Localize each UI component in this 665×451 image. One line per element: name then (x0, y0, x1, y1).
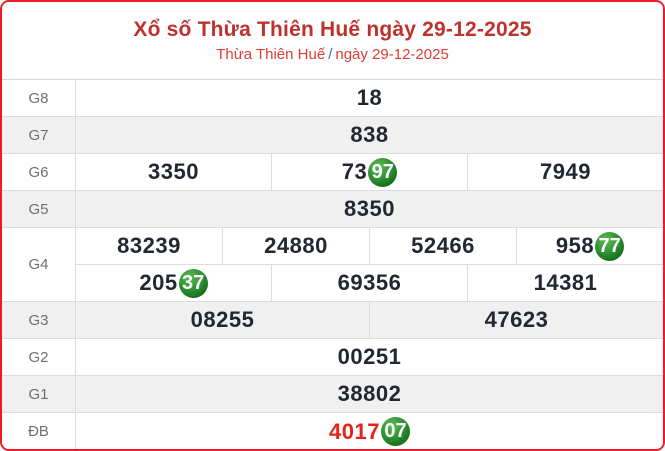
prize-label: G8 (2, 80, 76, 116)
result-cell: 83239 (76, 228, 222, 264)
result-cell: 38802 (76, 376, 663, 412)
prize-subrow: 08255 47623 (76, 302, 663, 338)
results-header: Xổ số Thừa Thiên Huế ngày 29-12-2025 Thừ… (2, 2, 663, 80)
result-number: 08255 (190, 307, 255, 332)
prize-subrow: 38802 (76, 376, 663, 412)
result-cell: 73 97 (271, 154, 467, 190)
result-number: 205 37 (139, 268, 208, 298)
prize-cells: 838 (76, 117, 663, 153)
prize-row-g4: G4 83239 24880 52466 958 77 205 37 69356 14381 (2, 228, 663, 302)
prize-label: G4 (2, 228, 76, 301)
prize-subrow: 18 (76, 80, 663, 116)
result-number: 47623 (484, 307, 549, 332)
result-cell: 14381 (467, 265, 663, 301)
prize-row-g1: G1 38802 (2, 376, 663, 413)
result-number: 73 97 (342, 157, 398, 187)
prize-subrow: 205 37 69356 14381 (76, 264, 663, 301)
result-cell: 18 (76, 80, 663, 116)
page-title: Xổ số Thừa Thiên Huế ngày 29-12-2025 (133, 18, 532, 41)
result-number: 38802 (337, 381, 402, 406)
prize-subrow: 4017 07 (76, 413, 663, 449)
result-cell: 7949 (467, 154, 663, 190)
prize-cells: 83239 24880 52466 958 77 205 37 69356 14381 (76, 228, 663, 301)
prize-row-g7: G7 838 (2, 117, 663, 154)
prize-label: G5 (2, 191, 76, 227)
prize-cells: 8350 (76, 191, 663, 227)
prize-label: ĐB (2, 413, 76, 449)
result-number: 4017 07 (329, 417, 410, 446)
result-number: 7949 (540, 159, 591, 184)
prize-cells: 38802 (76, 376, 663, 412)
result-number: 8350 (344, 196, 395, 221)
result-cell: 47623 (369, 302, 663, 338)
result-cell: 8350 (76, 191, 663, 227)
result-cell: 52466 (369, 228, 516, 264)
result-cell: 08255 (76, 302, 369, 338)
result-cell: 838 (76, 117, 663, 153)
result-number: 83239 (117, 233, 181, 258)
loto-highlight-circle: 37 (178, 268, 208, 298)
result-number: 24880 (264, 233, 328, 258)
result-number: 838 (350, 122, 389, 147)
prize-subrow: 3350 73 97 7949 (76, 154, 663, 190)
prize-cells: 08255 47623 (76, 302, 663, 338)
prize-cells: 4017 07 (76, 413, 663, 449)
loto-highlight-circle: 77 (595, 231, 625, 261)
prize-label: G7 (2, 117, 76, 153)
prize-cells: 18 (76, 80, 663, 116)
result-cell: 205 37 (76, 265, 271, 301)
prize-label: G3 (2, 302, 76, 338)
result-number: 18 (356, 85, 383, 110)
result-cell: 69356 (271, 265, 467, 301)
prize-row-g3: G3 08255 47623 (2, 302, 663, 339)
result-cell: 4017 07 (76, 413, 663, 449)
result-cell: 24880 (222, 228, 369, 264)
prize-subrow: 838 (76, 117, 663, 153)
loto-highlight-circle: 97 (368, 157, 398, 187)
breadcrumb-separator: / (328, 46, 333, 63)
loto-highlight-circle: 07 (380, 417, 410, 446)
result-number: 69356 (337, 270, 402, 295)
prize-row-đb: ĐB 4017 07 (2, 413, 663, 449)
prize-row-g8: G8 18 (2, 80, 663, 117)
prize-cells: 00251 (76, 339, 663, 375)
breadcrumb-region-link[interactable]: Thừa Thiên Huế (216, 46, 326, 63)
result-number: 3350 (148, 159, 199, 184)
result-cell: 958 77 (516, 228, 663, 264)
result-cell: 3350 (76, 154, 271, 190)
prize-subrow: 8350 (76, 191, 663, 227)
result-number: 00251 (337, 344, 402, 369)
prize-cells: 3350 73 97 7949 (76, 154, 663, 190)
prize-subrow: 00251 (76, 339, 663, 375)
breadcrumb-date-link[interactable]: ngày 29-12-2025 (335, 46, 449, 63)
prize-label: G2 (2, 339, 76, 375)
result-number: 52466 (411, 233, 475, 258)
result-cell: 00251 (76, 339, 663, 375)
prize-row-g6: G6 3350 73 97 7949 (2, 154, 663, 191)
prize-label: G6 (2, 154, 76, 190)
results-table: G8 18 G7 838 G6 3350 73 97 7949 G5 8350 G4 83239 2488… (2, 80, 663, 449)
prize-row-g5: G5 8350 (2, 191, 663, 228)
prize-label: G1 (2, 376, 76, 412)
prize-row-g2: G2 00251 (2, 339, 663, 376)
result-number: 958 77 (556, 231, 625, 261)
prize-subrow: 83239 24880 52466 958 77 (76, 228, 663, 264)
result-number: 14381 (533, 270, 598, 295)
breadcrumb: Thừa Thiên Huế / ngày 29-12-2025 (216, 46, 449, 63)
